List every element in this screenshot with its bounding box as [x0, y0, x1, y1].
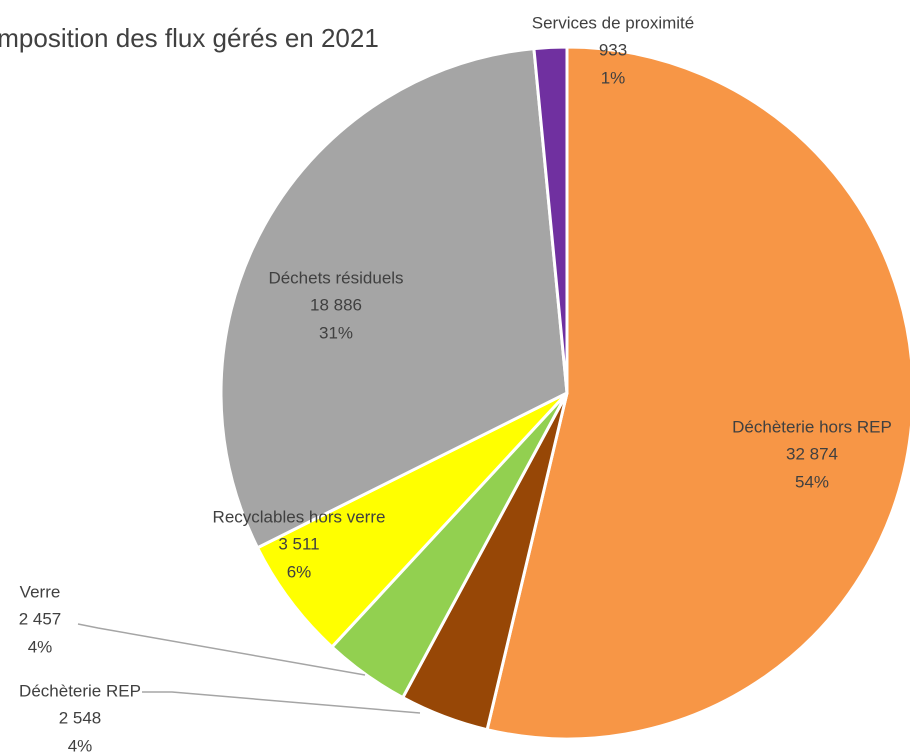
value-label: 2 457	[19, 609, 62, 628]
percentage-label: 4%	[68, 736, 93, 752]
pie-slice	[255, 391, 569, 650]
value-label: 3 511	[278, 534, 319, 553]
percentage-label: 54%	[795, 472, 829, 491]
category-label: Verre	[20, 582, 61, 601]
percentage-label: 31%	[319, 323, 353, 342]
category-label: Services de proximité	[532, 13, 695, 32]
pie-slice	[532, 45, 569, 394]
value-label: 2 548	[59, 708, 102, 727]
percentage-label: 4%	[28, 637, 53, 656]
leader-line	[77, 623, 366, 676]
category-label: Déchèterie hors REP	[732, 417, 892, 436]
value-label: 933	[599, 40, 627, 59]
category-label: Déchèterie REP	[19, 681, 141, 700]
chart-title: Composition des flux gérés en 2021	[0, 23, 379, 53]
value-label: 32 874	[786, 444, 838, 463]
category-label: Recyclables hors verre	[213, 507, 386, 526]
pie-slice	[219, 46, 569, 550]
pie-slice	[485, 45, 910, 741]
category-label: Déchets résiduels	[268, 268, 403, 287]
leader-line	[142, 691, 421, 714]
percentage-label: 1%	[601, 68, 626, 87]
percentage-label: 6%	[287, 562, 312, 581]
value-label: 18 886	[310, 295, 362, 314]
